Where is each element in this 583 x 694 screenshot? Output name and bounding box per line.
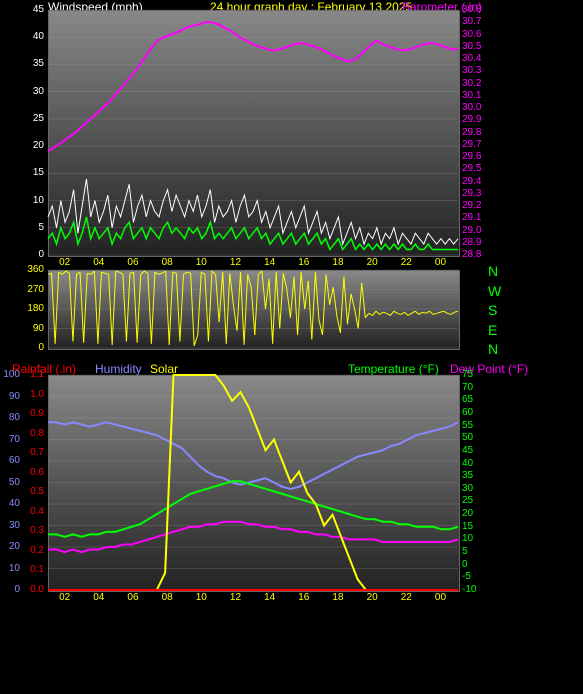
axis-tick: 0.5 xyxy=(4,486,44,497)
axis-tick: 0.9 xyxy=(4,408,44,419)
axis-tick: 30.2 xyxy=(462,78,481,89)
axis-tick: 0.2 xyxy=(4,545,44,556)
axis-tick: 0.3 xyxy=(4,525,44,536)
axis-tick: 75 xyxy=(462,369,473,380)
axis-tick: 29.3 xyxy=(462,188,481,199)
axis-tick: 29.4 xyxy=(462,176,481,187)
axis-tick: 60 xyxy=(462,407,473,418)
axis-tick: 29.0 xyxy=(462,225,481,236)
axis-tick: 0.1 xyxy=(4,564,44,575)
axis-tick: 45 xyxy=(462,445,473,456)
axis-tick: 65 xyxy=(462,394,473,405)
axis-tick: 0 xyxy=(4,342,44,353)
axis-tick: W xyxy=(488,283,501,299)
axis-tick: 1.1 xyxy=(4,369,44,380)
axis-tick: 02 xyxy=(59,592,70,603)
axis-tick: 12 xyxy=(230,592,241,603)
axis-tick: 1.0 xyxy=(4,389,44,400)
axis-tick: 08 xyxy=(162,592,173,603)
axis-tick: 12 xyxy=(230,257,241,268)
axis-tick: 0.0 xyxy=(4,584,44,595)
axis-tick: 16 xyxy=(298,257,309,268)
axis-tick: 20 xyxy=(462,508,473,519)
axis-tick: 29.6 xyxy=(462,151,481,162)
axis-tick: 10 xyxy=(196,257,207,268)
axis-tick: 70 xyxy=(462,382,473,393)
axis-tick: 270 xyxy=(4,284,44,295)
axis-tick: 29.7 xyxy=(462,139,481,150)
axis-tick: 0 xyxy=(462,559,468,570)
axis-tick: 30.6 xyxy=(462,29,481,40)
axis-tick: N xyxy=(488,341,498,357)
axis-tick: 16 xyxy=(298,592,309,603)
axis-tick: 29.9 xyxy=(462,114,481,125)
axis-tick: 22 xyxy=(401,592,412,603)
axis-tick: 29.8 xyxy=(462,127,481,138)
axis-tick: 35 xyxy=(462,470,473,481)
axis-tick: 0.7 xyxy=(4,447,44,458)
axis-tick: 20 xyxy=(367,592,378,603)
axis-tick: 08 xyxy=(162,257,173,268)
axis-tick: 04 xyxy=(93,257,104,268)
axis-tick: 04 xyxy=(93,592,104,603)
axis-tick: 29.2 xyxy=(462,200,481,211)
axis-tick: 28.9 xyxy=(462,237,481,248)
axis-tick: N xyxy=(488,263,498,279)
axis-tick: 35 xyxy=(4,58,44,69)
axis-tick: 18 xyxy=(332,592,343,603)
axis-tick: -5 xyxy=(462,571,471,582)
axis-tick: 45 xyxy=(4,4,44,15)
axis-tick: 14 xyxy=(264,257,275,268)
axis-tick: 0.4 xyxy=(4,506,44,517)
axis-tick: 06 xyxy=(127,257,138,268)
axis-tick: 40 xyxy=(4,31,44,42)
axis-tick: 0.6 xyxy=(4,467,44,478)
axis-tick: 02 xyxy=(59,257,70,268)
axis-tick: 06 xyxy=(127,592,138,603)
axis-tick: 14 xyxy=(264,592,275,603)
axis-tick: 20 xyxy=(367,257,378,268)
axis-tick: S xyxy=(488,302,497,318)
axis-tick: 180 xyxy=(4,303,44,314)
axis-tick: 30.8 xyxy=(462,4,481,15)
axis-tick: -10 xyxy=(462,584,476,595)
axis-tick: 5 xyxy=(462,546,468,557)
axis-tick: 28.8 xyxy=(462,249,481,260)
axis-tick: 30.0 xyxy=(462,102,481,113)
axis-tick: 10 xyxy=(196,592,207,603)
axis-tick: 50 xyxy=(462,432,473,443)
axis-tick: 22 xyxy=(401,257,412,268)
axis-tick: 10 xyxy=(462,533,473,544)
axis-tick: 360 xyxy=(4,264,44,275)
axis-tick: 20 xyxy=(4,140,44,151)
axis-tick: 0 xyxy=(4,249,44,260)
axis-tick: E xyxy=(488,322,497,338)
axis-tick: 30 xyxy=(4,86,44,97)
axis-tick: 00 xyxy=(435,592,446,603)
axis-tick: 90 xyxy=(4,323,44,334)
axis-tick: 5 xyxy=(4,222,44,233)
axis-tick: 25 xyxy=(4,113,44,124)
axis-tick: 30.4 xyxy=(462,53,481,64)
axis-tick: 30 xyxy=(462,483,473,494)
axis-tick: 0.8 xyxy=(4,428,44,439)
axis-tick: 40 xyxy=(462,458,473,469)
axis-tick: 10 xyxy=(4,195,44,206)
axis-tick: 00 xyxy=(435,257,446,268)
axis-tick: 30.5 xyxy=(462,41,481,52)
axis-tick: 29.5 xyxy=(462,163,481,174)
axis-tick: 30.1 xyxy=(462,90,481,101)
axis-tick: 15 xyxy=(4,167,44,178)
axis-tick: 15 xyxy=(462,521,473,532)
axis-tick: 29.1 xyxy=(462,212,481,223)
axis-tick: 30.7 xyxy=(462,16,481,27)
axis-tick: 25 xyxy=(462,495,473,506)
axis-tick: 30.3 xyxy=(462,65,481,76)
axis-tick: 18 xyxy=(332,257,343,268)
axis-tick: 55 xyxy=(462,420,473,431)
